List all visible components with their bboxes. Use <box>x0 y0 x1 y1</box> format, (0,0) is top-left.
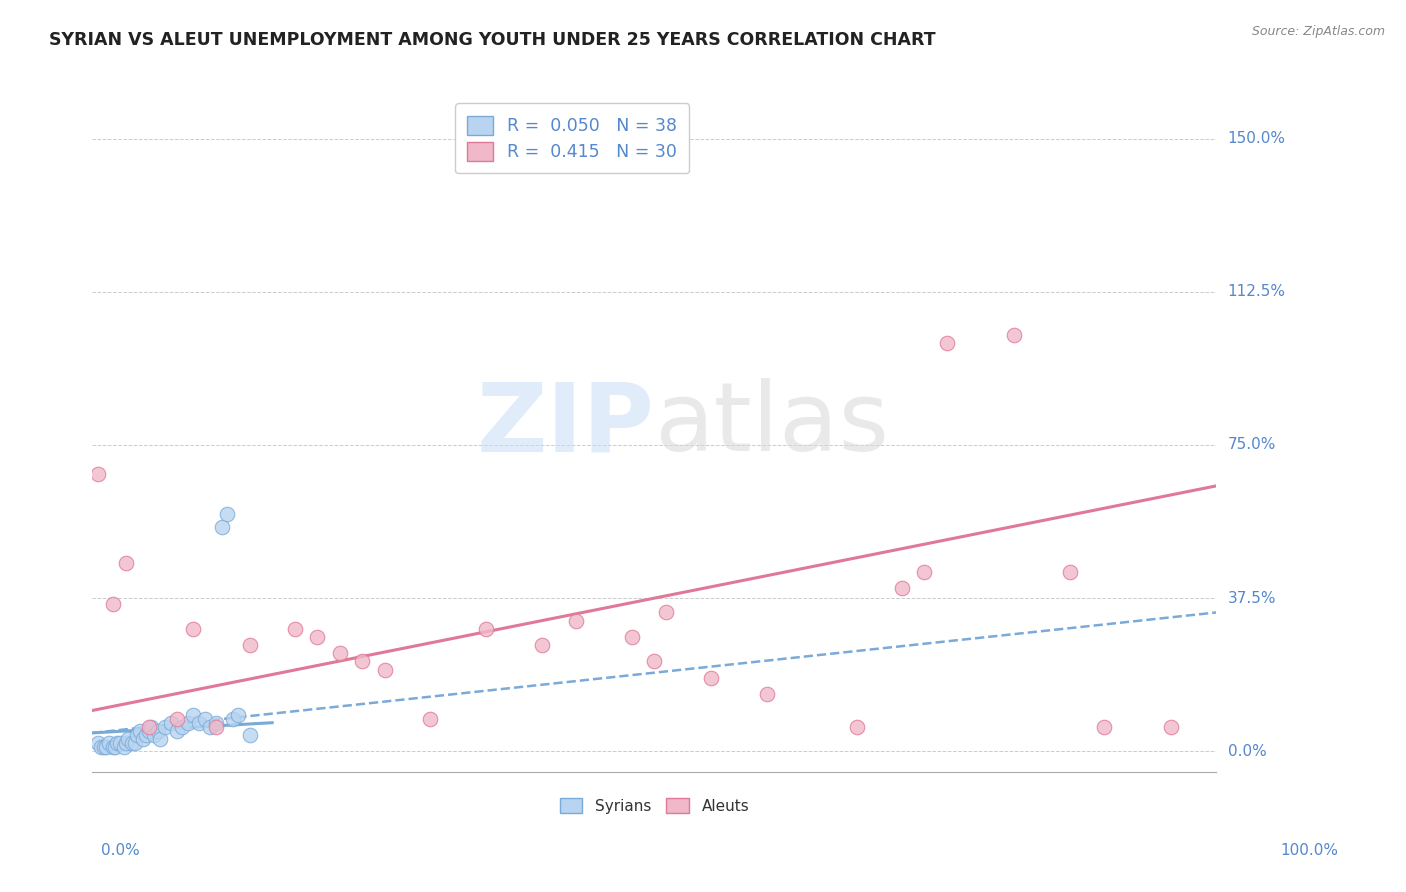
Point <box>699 671 721 685</box>
Point <box>564 614 586 628</box>
Point <box>194 712 217 726</box>
Point <box>166 723 188 738</box>
Point <box>98 736 121 750</box>
Point <box>1160 720 1182 734</box>
Point <box>284 622 307 636</box>
Point <box>205 720 228 734</box>
Point <box>239 728 262 742</box>
Text: 150.0%: 150.0% <box>1227 131 1285 146</box>
Text: ZIP: ZIP <box>477 378 654 471</box>
Point <box>654 606 676 620</box>
Point <box>329 646 352 660</box>
Point <box>419 712 441 726</box>
Point <box>890 581 912 595</box>
Point <box>115 736 138 750</box>
Point <box>104 740 127 755</box>
Point <box>87 736 110 750</box>
Text: 37.5%: 37.5% <box>1227 591 1277 606</box>
Point <box>166 712 188 726</box>
Point <box>124 736 146 750</box>
Point <box>183 707 205 722</box>
Text: 0.0%: 0.0% <box>1227 744 1267 759</box>
Point <box>87 467 110 481</box>
Text: atlas: atlas <box>654 378 890 471</box>
Point <box>374 663 396 677</box>
Point <box>474 622 496 636</box>
Legend: Syrians, Aleuts: Syrians, Aleuts <box>554 791 755 820</box>
Point <box>128 723 150 738</box>
Point <box>105 736 128 750</box>
Text: 0.0%: 0.0% <box>101 843 141 858</box>
Point <box>138 720 160 734</box>
Point <box>160 715 183 730</box>
Point <box>155 720 177 734</box>
Point <box>1002 327 1025 342</box>
Point <box>1059 565 1081 579</box>
Point <box>222 712 245 726</box>
Point <box>228 707 250 722</box>
Point <box>352 655 374 669</box>
Point <box>101 597 124 611</box>
Point <box>239 638 262 652</box>
Point <box>110 736 132 750</box>
Point <box>183 622 205 636</box>
Point <box>1092 720 1115 734</box>
Point <box>121 736 143 750</box>
Point <box>172 720 194 734</box>
Point <box>132 732 155 747</box>
Point <box>217 508 239 522</box>
Text: 100.0%: 100.0% <box>1281 843 1339 858</box>
Point <box>755 687 778 701</box>
Point <box>935 335 957 350</box>
Point <box>139 720 162 734</box>
Point <box>200 720 222 734</box>
Point <box>211 519 233 533</box>
Point <box>138 723 160 738</box>
Point <box>149 732 172 747</box>
Point <box>115 557 138 571</box>
Point <box>127 728 149 742</box>
Point <box>845 720 868 734</box>
Point <box>146 723 169 738</box>
Point <box>117 732 139 747</box>
Text: Source: ZipAtlas.com: Source: ZipAtlas.com <box>1251 25 1385 38</box>
Point <box>112 740 135 755</box>
Point <box>205 715 228 730</box>
Point <box>177 715 200 730</box>
Point <box>530 638 553 652</box>
Text: SYRIAN VS ALEUT UNEMPLOYMENT AMONG YOUTH UNDER 25 YEARS CORRELATION CHART: SYRIAN VS ALEUT UNEMPLOYMENT AMONG YOUTH… <box>49 31 936 49</box>
Point <box>135 728 157 742</box>
Point <box>93 740 115 755</box>
Point <box>307 630 329 644</box>
Point <box>101 740 124 755</box>
Point <box>188 715 211 730</box>
Point <box>143 728 166 742</box>
Point <box>90 740 112 755</box>
Point <box>620 630 643 644</box>
Point <box>94 740 117 755</box>
Text: 112.5%: 112.5% <box>1227 285 1285 300</box>
Point <box>912 565 935 579</box>
Text: 75.0%: 75.0% <box>1227 437 1275 452</box>
Point <box>643 655 665 669</box>
